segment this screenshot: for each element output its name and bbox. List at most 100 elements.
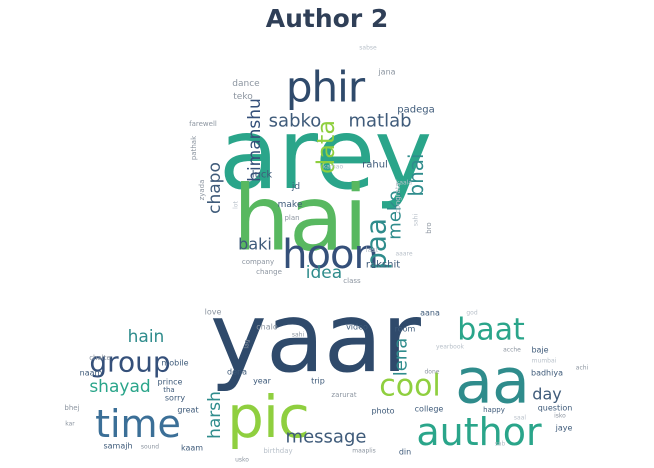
word-mumbai: mumbai	[532, 358, 557, 365]
word-change: change	[256, 268, 282, 276]
word-harsh: harsh	[205, 391, 225, 439]
word-trip: trip	[311, 377, 325, 386]
word-sabko: sabko	[269, 111, 322, 132]
word-lena: lena	[391, 338, 412, 377]
word-sahi: sahi	[413, 214, 420, 227]
word-aana: aana	[420, 309, 440, 318]
word-rahul: rahul	[362, 160, 388, 171]
word-padega: padega	[397, 105, 434, 116]
word-teko: teko	[233, 92, 253, 102]
word-bhai: bhai	[404, 153, 428, 196]
word-author: author	[416, 410, 542, 454]
word-din: din	[399, 448, 411, 457]
word-dena: dena	[227, 368, 247, 377]
word-tha: tha	[163, 386, 174, 394]
word-isko: isko	[554, 413, 566, 420]
word-god: god	[466, 310, 477, 317]
word-hoon: hoon	[282, 232, 378, 278]
word-sabse: sabse	[359, 45, 377, 52]
word-time: time	[95, 402, 181, 446]
word-class: class	[343, 277, 361, 285]
word-data: data	[312, 120, 340, 174]
word-zyada: zyada	[198, 180, 206, 201]
word-acche: acche	[503, 347, 521, 354]
word-jd: jd	[291, 182, 300, 192]
word-bhej: bhej	[64, 404, 79, 412]
word-kaala: kaala	[396, 180, 412, 187]
word-day: day	[532, 385, 561, 404]
word-maaplis: maaplis	[352, 448, 375, 455]
word-lag: lag	[244, 339, 251, 348]
word-year: year	[253, 377, 272, 386]
word-great: great	[177, 406, 198, 415]
word-room: room	[395, 325, 416, 334]
word-baat: baat	[457, 313, 525, 348]
word-sab: sab	[495, 441, 506, 448]
word-saal: saal	[514, 415, 526, 422]
word-zarurat: zarurat	[331, 391, 356, 399]
word-usko: usko	[235, 457, 249, 464]
word-birthday: birthday	[263, 447, 292, 455]
word-meko: meko	[385, 190, 406, 239]
word-luck: luck	[252, 170, 273, 181]
word-farewell: farewell	[189, 120, 217, 128]
word-sorry: sorry	[165, 394, 186, 403]
word-baje: baje	[531, 346, 548, 355]
word-prince: prince	[158, 378, 183, 387]
word-yearbook: yearbook	[436, 344, 465, 351]
word-matlab: matlab	[348, 111, 411, 132]
word-badhiya: badhiya	[531, 369, 563, 378]
word-paa: paa	[360, 218, 393, 270]
word-arey: arey	[219, 98, 431, 212]
word-photo: photo	[371, 407, 394, 416]
chart-title: Author 2	[265, 4, 389, 33]
word-pathak: pathak	[190, 135, 198, 160]
word-college: college	[415, 405, 444, 414]
word-chapo: chapo	[205, 162, 225, 214]
word-chalte: chalte	[89, 354, 111, 362]
word-kamao: kamao	[323, 164, 344, 171]
word-cool: cool	[379, 369, 441, 404]
word-achi: achi	[576, 365, 589, 372]
word-last: last	[366, 246, 379, 254]
word-sahi: sahi	[292, 332, 305, 339]
word-pic: pic	[227, 383, 309, 451]
word-naam: naam	[80, 369, 103, 378]
word-video: video	[346, 323, 368, 332]
word-group: group	[89, 346, 170, 379]
word-done: done	[425, 369, 440, 376]
word-congrats: congrats	[394, 182, 402, 213]
word-aaare: aaare	[395, 251, 412, 258]
word-kaam: kaam	[181, 444, 203, 453]
word-love: love	[205, 308, 222, 317]
word-sound: sound	[141, 444, 159, 451]
word-lot: lot	[233, 201, 240, 209]
word-dance: dance	[232, 79, 260, 89]
word-yaar: yaar	[210, 282, 421, 394]
word-idea: idea	[306, 263, 342, 283]
word-happy: happy	[483, 406, 505, 414]
word-chalo: chalo	[256, 323, 278, 332]
word-baki: baki	[238, 235, 272, 254]
word-shayad: shayad	[89, 377, 150, 397]
word-rakshit: rakshit	[366, 260, 400, 271]
word-aa: aa	[455, 345, 529, 418]
word-plan: plan	[284, 214, 299, 222]
word-mobile: mobile	[161, 359, 188, 368]
word-hain: hain	[128, 327, 165, 347]
word-himanshu: himanshu	[245, 98, 265, 182]
word-message: message	[286, 427, 367, 448]
word-make: make	[278, 200, 303, 210]
word-company: company	[242, 258, 274, 266]
word-phir: phir	[286, 63, 366, 112]
word-kar: kar	[65, 421, 75, 428]
word-jana: jana	[377, 68, 395, 77]
lower-cloud: yaar aa pic author time group baat cool shayad ha…	[64, 282, 588, 464]
word-jaye: jaye	[555, 424, 573, 433]
word-hai: hai	[233, 167, 367, 272]
word-samajh: samajh	[103, 442, 132, 451]
word-bro: bro	[425, 222, 433, 233]
word-question: question	[538, 404, 573, 413]
